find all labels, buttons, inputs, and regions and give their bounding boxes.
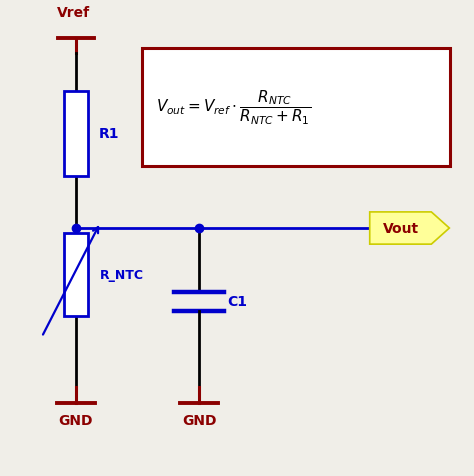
Polygon shape <box>370 212 449 245</box>
Bar <box>142 49 450 167</box>
Text: $V_{out} = V_{ref} \cdot \dfrac{R_{NTC}}{R_{NTC} + R_1}$: $V_{out} = V_{ref} \cdot \dfrac{R_{NTC}}… <box>156 89 311 127</box>
Bar <box>64 91 88 177</box>
Text: C1: C1 <box>228 295 247 309</box>
Bar <box>64 233 88 316</box>
Text: R_NTC: R_NTC <box>100 268 144 281</box>
Text: Vref: Vref <box>57 7 90 20</box>
Text: GND: GND <box>59 413 93 427</box>
Text: GND: GND <box>182 413 216 427</box>
Text: R1: R1 <box>99 127 119 141</box>
Text: Vout: Vout <box>383 221 419 236</box>
